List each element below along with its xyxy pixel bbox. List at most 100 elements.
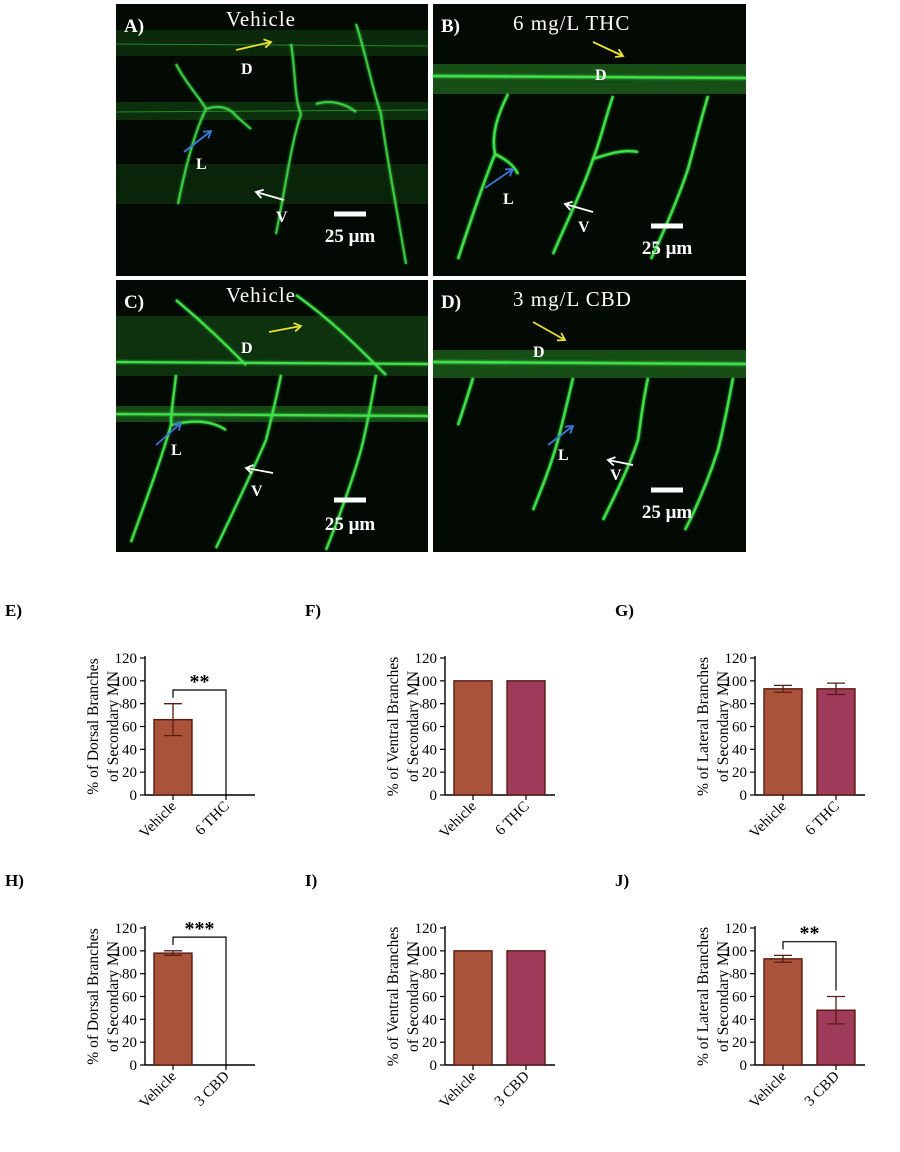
chart-j: J) % of Lateral Branches of Secondary MN 0 2… [615, 871, 865, 1112]
x-tick-label: Vehicle [747, 1068, 790, 1111]
panel-title: Vehicle [226, 283, 296, 307]
y-tick-label: 20 [732, 765, 747, 781]
error-bar [774, 954, 792, 963]
y-tick-label: 80 [422, 697, 437, 713]
y-tick-label: 100 [115, 944, 138, 960]
panel-letter: H) [5, 871, 24, 890]
y-tick-label: 0 [430, 1058, 438, 1074]
y-tick-label: 20 [122, 765, 137, 781]
micrograph-a [116, 4, 429, 276]
ventral-mark: V [276, 209, 288, 226]
y-tick-label: 100 [415, 944, 438, 960]
y-tick-label: 40 [732, 742, 747, 758]
panel-title: 6 mg/L THC [513, 11, 630, 35]
lateral-arrow-icon [183, 129, 213, 153]
y-tick-label: 120 [415, 921, 438, 937]
y-axis-label: % of Ventral Branches of Secondary MN [385, 657, 422, 797]
y-tick-label: 60 [732, 720, 747, 736]
chart-i: I) % of Ventral Branches of Secondary MN 0 2… [305, 871, 555, 1112]
dorsal-mark: D [241, 340, 253, 357]
ventral-mark: V [251, 483, 263, 500]
chart-h: H) % of Dorsal Branches of Secondary MN 0 20… [5, 871, 255, 1112]
scale-label: 25 μm [325, 226, 376, 247]
y-tick-label: 60 [122, 720, 137, 736]
dorsal-arrow-icon [592, 41, 625, 58]
dorsal-mark: D [533, 344, 545, 361]
panel-letter: E) [5, 601, 22, 620]
y-tick-label: 40 [122, 1012, 137, 1028]
y-axis-label: % of Dorsal Branches of Secondary MN [85, 658, 122, 794]
bar [506, 680, 546, 796]
lateral-arrow-icon [547, 424, 575, 446]
y-axis-label: % of Dorsal Branches of Secondary MN [85, 928, 122, 1064]
panel-letter: A) [124, 16, 144, 37]
y-tick-label: 60 [422, 720, 437, 736]
panel-letter: I) [305, 871, 317, 890]
panel-letter: J) [615, 871, 629, 890]
y-tick-label: 40 [422, 742, 437, 758]
x-tick-label: Vehicle [437, 798, 480, 841]
micrograph-overlay-1: B) 6 mg/L THC D L V 25 μm [441, 11, 692, 259]
x-tick-label: Vehicle [437, 1068, 480, 1111]
y-tick-label: 100 [725, 674, 748, 690]
bar [763, 688, 803, 796]
y-tick-label: 100 [115, 674, 138, 690]
bar [763, 958, 803, 1066]
bar [506, 950, 546, 1066]
ventral-arrow-icon [606, 456, 634, 467]
error-bar [827, 682, 845, 696]
lateral-mark: L [558, 447, 569, 464]
y-axis-label: % of Lateral Branches of Secondary MN [695, 657, 732, 796]
micrograph-c [116, 280, 429, 552]
panel-letter: C) [124, 292, 144, 313]
y-tick-label: 100 [725, 944, 748, 960]
panel-letter: F) [305, 601, 321, 620]
y-tick-label: 0 [740, 788, 748, 804]
chart-g: G) % of Lateral Branches of Secondary MN 0 2… [615, 601, 865, 842]
ventral-arrow-icon [244, 464, 274, 475]
lateral-arrow-icon [155, 421, 183, 446]
y-tick-label: 120 [725, 651, 748, 667]
error-bar [164, 950, 182, 957]
bar [453, 680, 493, 796]
x-tick-label: 6 THC [493, 799, 533, 839]
y-tick-label: 120 [725, 921, 748, 937]
y-tick-label: 20 [422, 1035, 437, 1051]
y-tick-label: 0 [740, 1058, 748, 1074]
chart-e: E) % of Dorsal Branches of Secondary MN 0 20… [5, 601, 255, 842]
panel-letter: B) [441, 16, 460, 37]
y-tick-label: 40 [422, 1012, 437, 1028]
y-tick-label: 80 [122, 697, 137, 713]
dorsal-mark: D [595, 67, 607, 84]
lateral-arrow-icon [484, 168, 515, 189]
significance-label: ** [800, 923, 820, 945]
lateral-mark: L [171, 442, 182, 459]
y-tick-label: 80 [422, 967, 437, 983]
panel-letter: G) [615, 601, 634, 620]
y-tick-label: 120 [415, 651, 438, 667]
y-tick-label: 120 [115, 921, 138, 937]
x-tick-label: Vehicle [137, 798, 180, 841]
y-tick-label: 80 [122, 967, 137, 983]
panel-title: Vehicle [226, 7, 296, 31]
error-bar [164, 703, 182, 737]
micrograph-b [432, 4, 746, 276]
panel-title: 3 mg/L CBD [513, 287, 632, 311]
y-tick-label: 60 [732, 990, 747, 1006]
y-tick-label: 0 [130, 1058, 138, 1074]
lateral-mark: L [503, 191, 514, 208]
micrograph-overlay-3: D) 3 mg/L CBD D L V 25 μm [441, 287, 692, 523]
chart-f: F) % of Ventral Branches of Secondary MN 0 2… [305, 601, 555, 842]
x-tick-label: 3 CBD [192, 1068, 233, 1109]
ventral-arrow-icon [254, 188, 285, 201]
significance-bracket [172, 689, 227, 795]
bar [816, 688, 856, 796]
x-tick-label: 6 THC [803, 799, 843, 839]
ventral-arrow-icon [563, 200, 594, 213]
x-tick-label: 3 CBD [802, 1068, 843, 1109]
x-tick-label: Vehicle [747, 798, 790, 841]
y-tick-label: 80 [732, 697, 747, 713]
lateral-mark: L [196, 156, 207, 173]
micrograph-overlay-2: C) Vehicle D L V 25 μm [124, 283, 375, 535]
